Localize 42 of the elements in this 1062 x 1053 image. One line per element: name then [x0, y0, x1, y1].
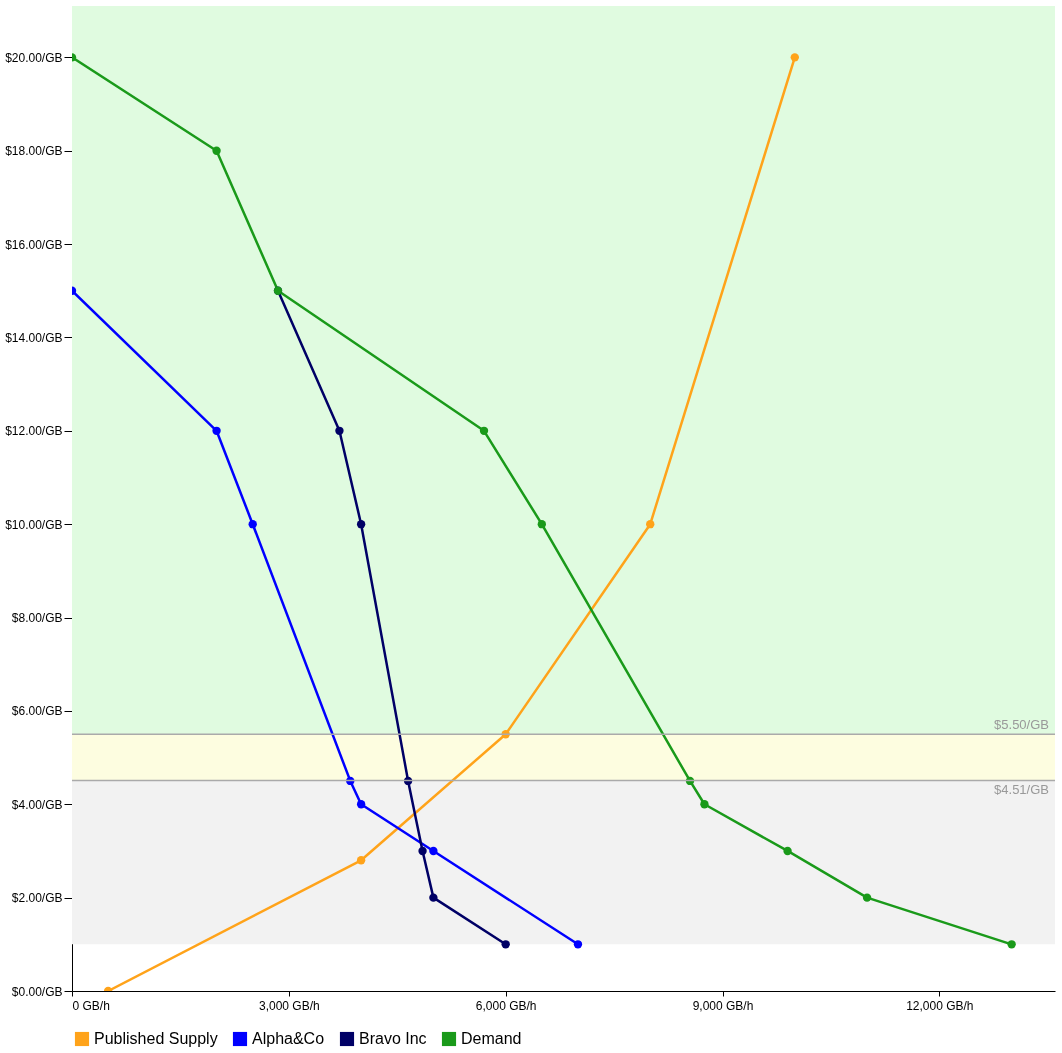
point: [418, 846, 427, 856]
point: [501, 940, 510, 949]
x-tick-label: 3,000 GB/h: [258, 998, 320, 1013]
y-tick-label: $20.00/GB: [5, 50, 63, 65]
point: [537, 520, 546, 529]
point: [479, 426, 489, 435]
point: [429, 893, 438, 902]
point: [212, 426, 221, 435]
point: [248, 520, 257, 529]
x-tick-label: 12,000 GB/h: [906, 998, 974, 1013]
point: [862, 893, 872, 902]
point: [646, 520, 655, 529]
y-tick-label: $16.00/GB: [5, 237, 63, 252]
x-tick-label: 0 GB/h: [72, 998, 110, 1013]
y-tick-label: $0.00/GB: [11, 984, 63, 999]
x-tick-label: 6,000 GB/h: [475, 998, 537, 1013]
y-tick-label: $10.00/GB: [5, 517, 63, 532]
point: [356, 856, 366, 865]
point: [212, 146, 221, 155]
legend-label: Alpha&Co: [252, 1030, 325, 1047]
point: [783, 846, 792, 856]
y-tick-label: $6.00/GB: [11, 704, 63, 719]
y-tick-label: $18.00/GB: [5, 144, 63, 159]
y-tick-label: $12.00/GB: [5, 424, 63, 439]
point: [573, 940, 583, 949]
point: [429, 846, 438, 856]
ref-line-label: $5.50/GB: [994, 717, 1049, 733]
point: [356, 800, 366, 809]
y-tick-label: $2.00/GB: [11, 891, 63, 906]
legend-label: Bravo Inc: [359, 1030, 427, 1047]
y-tick-label: $14.00/GB: [5, 330, 63, 345]
point: [1007, 940, 1016, 949]
point: [356, 520, 366, 529]
point: [335, 426, 344, 435]
point: [790, 53, 799, 62]
legend-label: Published Supply: [94, 1030, 218, 1047]
ref-line-label: $4.51/GB: [994, 782, 1049, 798]
y-tick-label: $8.00/GB: [11, 611, 63, 626]
x-tick-label: 9,000 GB/h: [692, 998, 754, 1013]
legend-label: Demand: [461, 1030, 522, 1047]
y-tick-label: $4.00/GB: [11, 797, 63, 812]
point: [700, 800, 709, 809]
